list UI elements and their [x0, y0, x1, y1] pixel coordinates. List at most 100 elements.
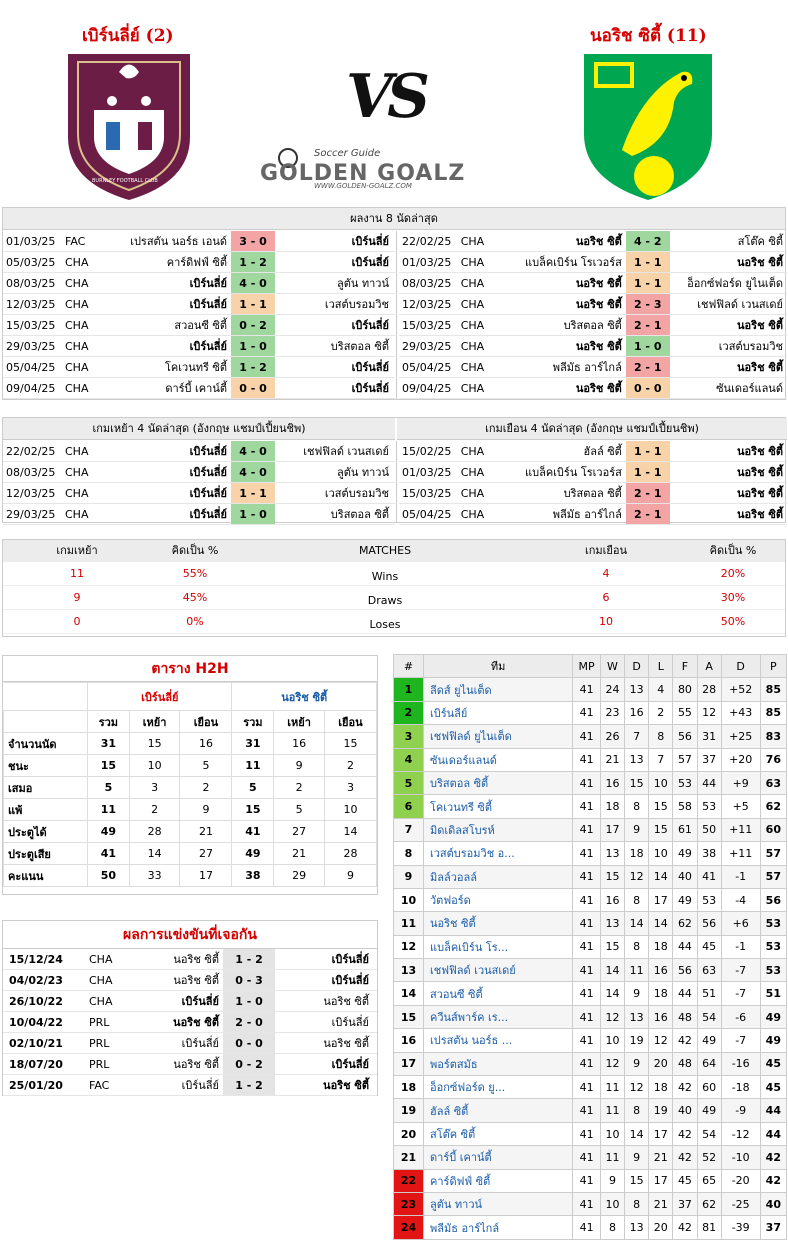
league-team-name[interactable]: เปรสตัน นอร์ธ ... — [422, 1028, 574, 1053]
league-row[interactable]: 9 มิลล์วอลล์ 41 15 12 14 40 41 -1 57 — [393, 864, 788, 889]
meeting-row[interactable]: 18/07/20 PRL นอริช ซิตี้ 0 - 2 เบิร์นลี่ย์ — [3, 1054, 377, 1075]
match-row[interactable]: 08/03/25 CHA เบิร์นลี่ย์ 4 - 0 ลูตัน ทาวน์ — [3, 462, 395, 483]
league-team-name[interactable]: ฮัลล์ ซิตี้ — [422, 1098, 574, 1123]
meeting-row[interactable]: 10/04/22 PRL นอริช ซิตี้ 2 - 0 เบิร์นลี่ย์ — [3, 1012, 377, 1033]
league-team-name[interactable]: แบล็คเบิร์น โร... — [422, 934, 574, 960]
match-row[interactable]: 09/04/25 CHA นอริช ซิตี้ 0 - 0 ซันเดอร์แลนด์ — [399, 378, 787, 399]
league-team-name[interactable]: สวอนซี ซิตี้ — [422, 981, 574, 1006]
match-row[interactable]: 12/03/25 CHA เบิร์นลี่ย์ 1 - 1 เวสต์บรอมวิช — [3, 294, 395, 315]
league-row[interactable]: 15 ควีนส์พาร์ค เร... 41 12 13 16 48 54 -6 49 — [393, 1004, 788, 1030]
league-team-name[interactable]: มิดเดิลสโบรห์ — [422, 817, 574, 843]
league-team-name[interactable]: อ็อกซ์ฟอร์ด ยู... — [422, 1075, 574, 1100]
league-row[interactable]: 16 เปรสตัน นอร์ธ ... 41 10 19 12 42 49 -7 49 — [393, 1028, 788, 1053]
league-row[interactable]: 2 เบิร์นลีย์ 41 23 16 2 55 12 +43 85 — [393, 700, 788, 726]
league-row[interactable]: 10 วัตฟอร์ด 41 16 8 17 49 53 -4 56 — [393, 887, 788, 913]
meeting-row[interactable]: 26/10/22 CHA เบิร์นลี่ย์ 1 - 0 นอริช ซิตี้ — [3, 991, 377, 1012]
league-row[interactable]: 13 เชฟฟิลด์ เวนสเดย์ 41 14 11 16 56 63 -7 53 — [393, 958, 788, 983]
league-row[interactable]: 23 ลูตัน ทาวน์ 41 10 8 21 37 62 -25 40 — [393, 1191, 788, 1217]
league-row[interactable]: 6 โคเวนทรี ซิตี้ 41 18 8 15 58 53 +5 62 — [393, 794, 788, 819]
match-row[interactable]: 15/03/25 CHA สวอนซี ซิตี้ 0 - 2 เบิร์นลี่ย์ — [3, 315, 395, 336]
league-team-name[interactable]: พอร์ตสมัธ — [422, 1051, 574, 1077]
league-cell: 10 — [599, 1028, 626, 1053]
site-logo[interactable]: Soccer Guide GOLDEN GOALZ WWW.GOLDEN-GOA… — [258, 142, 522, 192]
match-row[interactable]: 22/02/25 CHA เบิร์นลี่ย์ 4 - 0 เชฟฟิลด์ เวนส… — [3, 441, 395, 462]
match-row[interactable]: 08/03/25 CHA นอริช ซิตี้ 1 - 1 อ็อกซ์ฟอร์ด ย… — [399, 273, 787, 294]
league-cell: 3 — [393, 724, 424, 749]
match-row[interactable]: 05/04/25 CHA โคเวนทรี ซิตี้ 1 - 2 เบิร์นลี่ย… — [3, 357, 395, 378]
league-team-name[interactable]: นอริช ซิตี้ — [422, 911, 574, 936]
match-row[interactable]: 01/03/25 FAC เปรสตัน นอร์ธ เอนด์ 3 - 0 เบิร์… — [3, 231, 395, 252]
league-team-name[interactable]: พลีมัธ อาร์ไกล์ — [422, 1215, 574, 1240]
league-row[interactable]: 21 ดาร์บี้ เคาน์ตี้ 41 11 9 21 42 52 -10 42 — [393, 1145, 788, 1170]
league-cell: 17 — [648, 887, 674, 913]
league-cell: +25 — [720, 724, 761, 749]
league-row[interactable]: 4 ซันเดอร์แลนด์ 41 21 13 7 57 37 +20 76 — [393, 747, 788, 772]
league-team-name[interactable]: เวสต์บรอมวิช อ... — [422, 841, 574, 866]
match-row[interactable]: 15/02/25 CHA ฮัลล์ ซิตี้ 1 - 1 นอริช ซิตี้ — [399, 441, 787, 462]
league-team-name[interactable]: มิลล์วอลล์ — [422, 864, 574, 889]
league-row[interactable]: 18 อ็อกซ์ฟอร์ด ยู... 41 11 12 18 42 60 -18 45 — [393, 1075, 788, 1100]
h2h-cell: 10 — [323, 798, 378, 821]
stat-home-pct: 45% — [182, 591, 208, 604]
meeting-row[interactable]: 02/10/21 PRL เบิร์นลี่ย์ 0 - 0 นอริช ซิตี้ — [3, 1033, 377, 1054]
meeting-row[interactable]: 15/12/24 CHA นอริช ซิตี้ 1 - 2 เบิร์นลี่ย์ — [3, 949, 377, 970]
meeting-row[interactable]: 04/02/23 CHA นอริช ซิตี้ 0 - 3 เบิร์นลี่ย์ — [3, 970, 377, 991]
league-cell: 41 — [572, 747, 601, 772]
last4-away-list: 15/02/25 CHA ฮัลล์ ซิตี้ 1 - 1 นอริช ซิตี้ 01… — [399, 441, 787, 525]
league-team-name[interactable]: ควีนส์พาร์ค เร... — [422, 1004, 574, 1030]
league-row[interactable]: 19 ฮัลล์ ซิตี้ 41 11 8 19 40 49 -9 44 — [393, 1098, 788, 1123]
league-row[interactable]: 12 แบล็คเบิร์น โร... 41 15 8 18 44 45 -1 53 — [393, 934, 788, 960]
match-row[interactable]: 29/03/25 CHA เบิร์นลี่ย์ 1 - 0 บริสตอล ซิตี้ — [3, 504, 395, 525]
league-team-name[interactable]: สโต๊ค ซิตี้ — [422, 1121, 574, 1147]
league-cell: 49 — [672, 887, 698, 913]
match-row[interactable]: 29/03/25 CHA เบิร์นลี่ย์ 1 - 0 บริสตอล ซิตี้ — [3, 336, 395, 357]
league-row[interactable]: 5 บริสตอล ซิตี้ 41 16 15 10 53 44 +9 63 — [393, 770, 788, 796]
match-row[interactable]: 05/03/25 CHA คาร์ดิฟฟ์ ซิตี้ 1 - 2 เบิร์นลี่… — [3, 252, 395, 273]
h2h-row: เสมอ 5 3 2 5 2 3 — [3, 776, 378, 799]
league-team-name[interactable]: ซันเดอร์แลนด์ — [422, 747, 574, 772]
league-row[interactable]: 7 มิดเดิลสโบรห์ 41 17 9 15 61 50 +11 60 — [393, 817, 788, 843]
league-team-name[interactable]: ดาร์บี้ เคาน์ตี้ — [422, 1145, 574, 1170]
match-row[interactable]: 09/04/25 CHA ดาร์บี้ เคาน์ตี้ 0 - 0 เบิร์นลี… — [3, 378, 395, 399]
league-team-name[interactable]: คาร์ดิฟฟ์ ซิตี้ — [422, 1168, 574, 1193]
league-cell: 2 — [393, 700, 424, 726]
match-score: 0 - 0 — [625, 378, 670, 398]
match-row[interactable]: 05/04/25 CHA พลีมัธ อาร์ไกล์ 2 - 1 นอริช ซิต… — [399, 504, 787, 525]
league-row[interactable]: 20 สโต๊ค ซิตี้ 41 10 14 17 42 54 -12 44 — [393, 1121, 788, 1147]
match-row[interactable]: 29/03/25 CHA นอริช ซิตี้ 1 - 0 เวสต์บรอมวิช — [399, 336, 787, 357]
league-team-name[interactable]: ลูตัน ทาวน์ — [422, 1191, 574, 1217]
league-cell: 65 — [696, 1168, 722, 1193]
league-team-name[interactable]: บริสตอล ซิตี้ — [422, 770, 574, 796]
league-row[interactable]: 8 เวสต์บรอมวิช อ... 41 13 18 10 49 38 +11 57 — [393, 841, 788, 866]
league-team-name[interactable]: เชฟฟิลด์ เวนสเดย์ — [422, 958, 574, 983]
match-row[interactable]: 15/03/25 CHA บริสตอล ซิตี้ 2 - 1 นอริช ซิตี้ — [399, 315, 787, 336]
stat-row: 9 45% Draws 6 30% — [3, 586, 785, 610]
match-row[interactable]: 12/03/25 CHA เบิร์นลี่ย์ 1 - 1 เวสต์บรอมวิช — [3, 483, 395, 504]
league-row[interactable]: 3 เชฟฟิลด์ ยูไนเต็ด 41 26 7 8 56 31 +25 83 — [393, 724, 788, 749]
match-row[interactable]: 15/03/25 CHA บริสตอล ซิตี้ 2 - 1 นอริช ซิตี้ — [399, 483, 787, 504]
league-row[interactable]: 11 นอริช ซิตี้ 41 13 14 14 62 56 +6 53 — [393, 911, 788, 936]
league-cell: 41 — [572, 911, 601, 936]
league-team-name[interactable]: เชฟฟิลด์ ยูไนเต็ด — [422, 724, 574, 749]
match-row[interactable]: 08/03/25 CHA เบิร์นลี่ย์ 4 - 0 ลูตัน ทาวน์ — [3, 273, 395, 294]
h2h-cell: 41 — [87, 842, 130, 865]
league-row[interactable]: 14 สวอนซี ซิตี้ 41 14 9 18 44 51 -7 51 — [393, 981, 788, 1006]
league-team-name[interactable]: เบิร์นลีย์ — [422, 700, 574, 726]
match-row[interactable]: 01/03/25 CHA แบล็คเบิร์น โรเวอร์ส 1 - 1 นอริ… — [399, 252, 787, 273]
league-team-name[interactable]: ลีดส์ ยูไนเต็ด — [422, 677, 574, 702]
meeting-competition: CHA — [89, 953, 113, 966]
league-cell: 12 — [624, 1075, 650, 1100]
league-row[interactable]: 17 พอร์ตสมัธ 41 12 9 20 48 64 -16 45 — [393, 1051, 788, 1077]
league-team-name[interactable]: โคเวนทรี ซิตี้ — [422, 794, 574, 819]
match-row[interactable]: 22/02/25 CHA นอริช ซิตี้ 4 - 2 สโต๊ค ซิตี้ — [399, 231, 787, 252]
league-team-name[interactable]: วัตฟอร์ด — [422, 887, 574, 913]
league-row[interactable]: 24 พลีมัธ อาร์ไกล์ 41 8 13 20 42 81 -39 37 — [393, 1215, 788, 1240]
match-row[interactable]: 01/03/25 CHA แบล็คเบิร์น โรเวอร์ส 1 - 1 นอริ… — [399, 462, 787, 483]
league-row[interactable]: 1 ลีดส์ ยูไนเต็ด 41 24 13 4 80 28 +52 85 — [393, 677, 788, 702]
match-row[interactable]: 12/03/25 CHA นอริช ซิตี้ 2 - 3 เชฟฟิลด์ เวนส… — [399, 294, 787, 315]
match-competition: CHA — [460, 298, 485, 311]
meeting-row[interactable]: 25/01/20 FAC เบิร์นลี่ย์ 1 - 2 นอริช ซิตี้ — [3, 1075, 377, 1096]
match-row[interactable]: 05/04/25 CHA พลีมัธ อาร์ไกล์ 2 - 1 นอริช ซิต… — [399, 357, 787, 378]
league-cell: 12 — [393, 934, 424, 960]
league-row[interactable]: 22 คาร์ดิฟฟ์ ซิตี้ 41 9 15 17 45 65 -20 42 — [393, 1168, 788, 1193]
